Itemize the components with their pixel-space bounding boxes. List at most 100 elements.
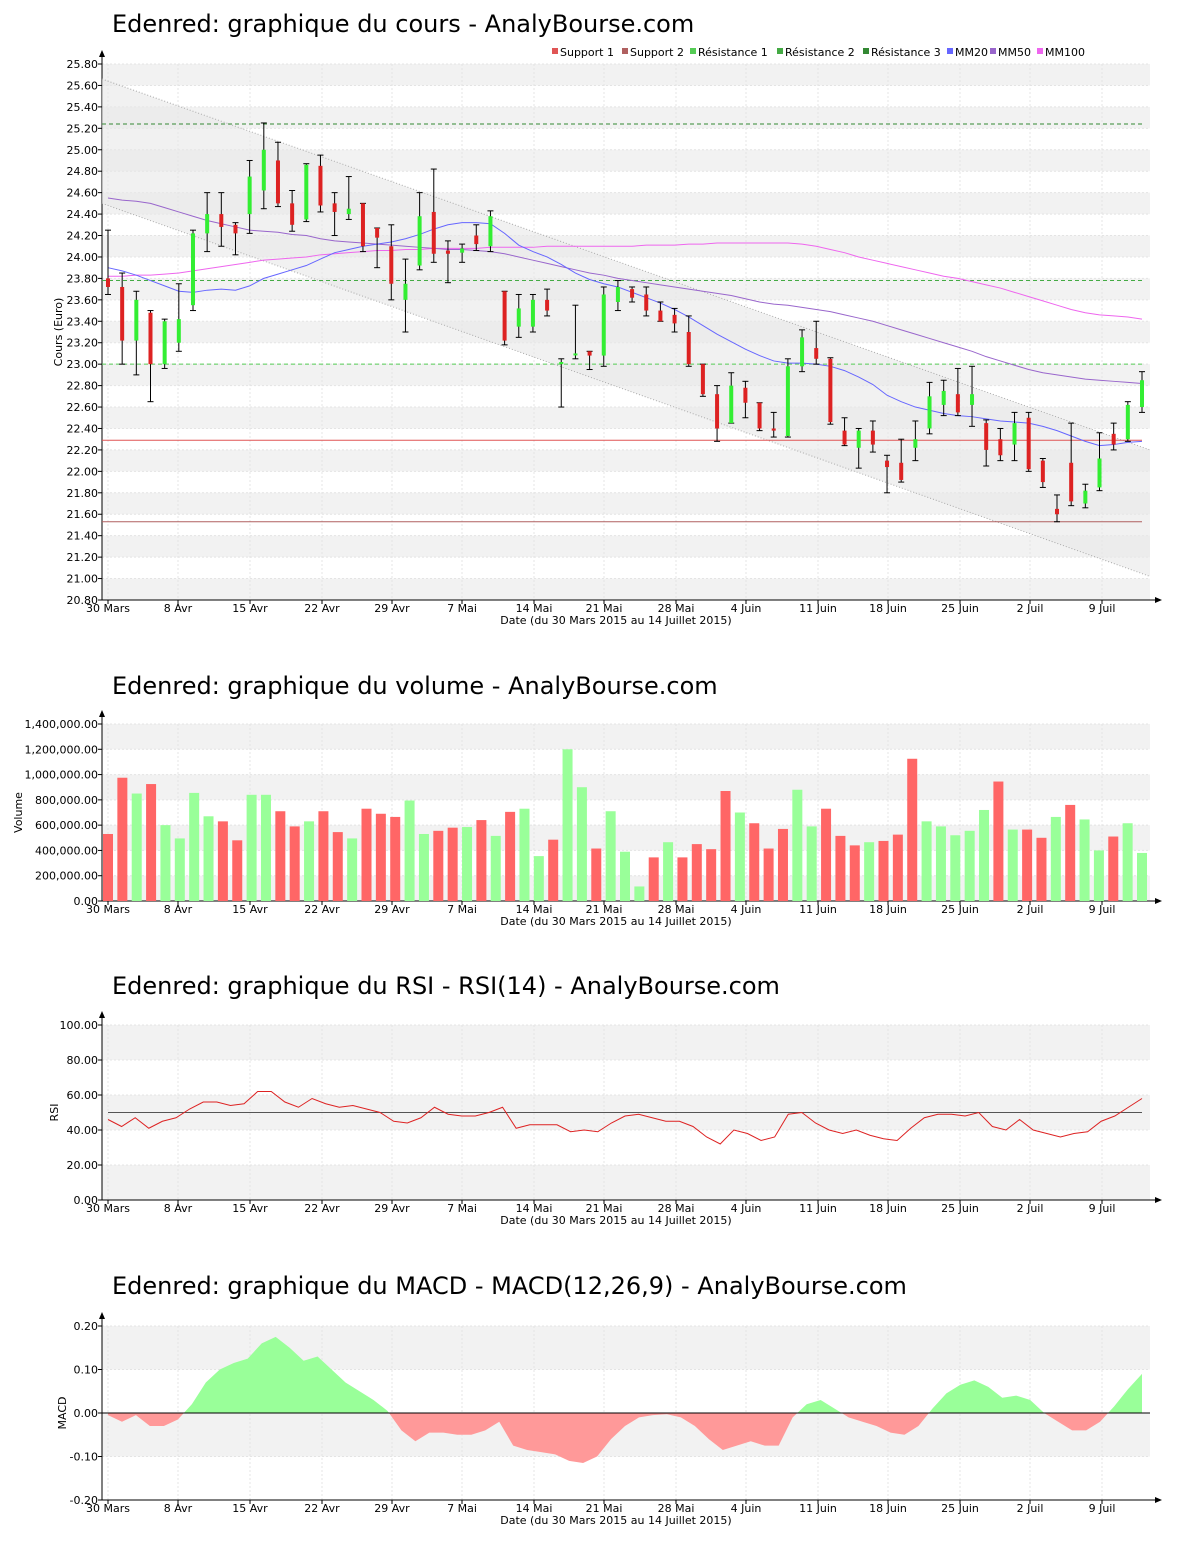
y-tick-label: 21.40 <box>67 530 99 543</box>
x-tick-label: 29 Avr <box>374 903 410 916</box>
x-tick-label: 9 Juil <box>1089 602 1116 615</box>
x-tick-label: 18 Juin <box>869 903 907 916</box>
x-tick-label: 4 Juin <box>731 1502 762 1515</box>
x-tick-label: 22 Avr <box>304 903 340 916</box>
volume-bar <box>103 833 113 901</box>
candle-body <box>346 208 351 215</box>
x-tick-label: 8 Avr <box>164 903 193 916</box>
x-tick-label: 9 Juil <box>1089 1502 1116 1515</box>
mm20-line <box>107 222 1143 447</box>
candle-body <box>502 291 507 341</box>
volume-bar <box>950 835 961 901</box>
y-tick-label: 1,400,000.00 <box>25 718 98 731</box>
x-tick-label: 14 Mai <box>516 1202 553 1215</box>
x-tick-label: 15 Avr <box>232 1502 268 1515</box>
volume-bar <box>749 823 760 901</box>
candle-body <box>120 286 125 341</box>
grid-band <box>102 106 1150 129</box>
candle-body <box>275 160 280 204</box>
candle-body <box>743 387 748 403</box>
x-tick-label: 7 Mai <box>447 903 477 916</box>
y-tick-label: 21.80 <box>67 487 99 500</box>
x-tick-label: 30 Mars <box>86 1502 130 1515</box>
x-tick-label: 8 Avr <box>164 1202 193 1215</box>
candle-body <box>559 362 564 365</box>
x-tick-label: 11 Juin <box>799 903 837 916</box>
x-axis-label: Date (du 30 Mars 2015 au 14 Juillet 2015… <box>500 915 731 928</box>
x-tick-label: 25 Juin <box>941 903 979 916</box>
volume-bar <box>289 826 300 901</box>
candle-body <box>630 289 635 298</box>
y-tick-label: 22.60 <box>67 401 99 414</box>
y-axis-arrow <box>99 710 105 717</box>
legend-swatch <box>863 48 869 54</box>
y-tick-label: 24.00 <box>67 251 99 264</box>
x-tick-label: 28 Mai <box>658 903 695 916</box>
legend-swatch <box>1037 48 1043 54</box>
candle-body <box>1040 460 1045 483</box>
volume-bar <box>361 808 372 901</box>
y-tick-label: 24.80 <box>67 165 99 178</box>
candle-body <box>304 164 309 220</box>
candle-body <box>715 394 720 429</box>
volume-bar <box>777 828 788 901</box>
volume-bar <box>921 821 932 901</box>
legend-entry: Support 2 <box>630 46 684 59</box>
legend-swatch <box>690 48 696 54</box>
volume-bar <box>691 844 702 901</box>
macd-positive-area <box>928 1380 1045 1413</box>
x-tick-label: 2 Juil <box>1017 1202 1044 1215</box>
grid-band <box>102 1025 1150 1060</box>
candle-body <box>417 216 422 266</box>
volume-bar <box>390 816 401 901</box>
macd-negative-area <box>1044 1413 1109 1431</box>
y-tick-label: 25.80 <box>67 58 99 71</box>
candle-body <box>190 233 195 306</box>
rsi-chart-panel: Edenred: graphique du RSI - RSI(14) - An… <box>0 960 1200 1240</box>
macd-positive-area <box>1108 1373 1142 1413</box>
y-tick-label: 0.10 <box>74 1364 99 1377</box>
mm50-line <box>107 197 1143 384</box>
x-tick-label: 9 Juil <box>1089 1202 1116 1215</box>
volume-bar <box>318 811 329 901</box>
legend-entry: Résistance 2 <box>785 46 855 59</box>
x-tick-label: 25 Juin <box>941 602 979 615</box>
volume-bar <box>979 809 990 901</box>
legend-entry: Résistance 3 <box>871 46 941 59</box>
y-tick-label: 80.00 <box>67 1054 99 1067</box>
volume-bar <box>648 857 659 901</box>
x-tick-label: 14 Mai <box>516 602 553 615</box>
candle-body <box>800 337 805 367</box>
x-tick-label: 11 Juin <box>799 1502 837 1515</box>
volume-bar <box>907 758 918 901</box>
x-tick-label: 8 Avr <box>164 1502 193 1515</box>
volume-bar <box>591 848 602 901</box>
x-tick-label: 18 Juin <box>869 602 907 615</box>
x-tick-label: 21 Mai <box>586 1502 623 1515</box>
y-tick-label: 22.80 <box>67 380 99 393</box>
volume-bar <box>275 811 286 901</box>
x-tick-label: 7 Mai <box>447 1502 477 1515</box>
volume-bar <box>462 827 473 901</box>
volume-bar <box>1108 836 1119 901</box>
volume-bar <box>1137 852 1147 901</box>
candle-body <box>658 310 663 322</box>
x-tick-label: 15 Avr <box>232 903 268 916</box>
volume-bar <box>246 794 257 901</box>
candle-body <box>1069 462 1074 502</box>
candle-body <box>162 321 167 365</box>
grid-band <box>102 825 1150 851</box>
x-axis-label: Date (du 30 Mars 2015 au 14 Juillet 2015… <box>500 1514 731 1527</box>
x-tick-label: 21 Mai <box>586 903 623 916</box>
candle-body <box>389 246 394 284</box>
y-tick-label: 23.00 <box>67 358 99 371</box>
x-tick-label: 2 Juil <box>1017 1502 1044 1515</box>
volume-bar <box>1079 819 1090 901</box>
grid-band <box>102 724 1150 750</box>
volume-bar <box>174 838 185 901</box>
y-tick-label: 800,000.00 <box>35 794 98 807</box>
candle-body <box>375 228 380 238</box>
legend-entry: Résistance 1 <box>698 46 768 59</box>
volume-bar <box>418 833 429 901</box>
rsi-line <box>107 1091 1143 1145</box>
